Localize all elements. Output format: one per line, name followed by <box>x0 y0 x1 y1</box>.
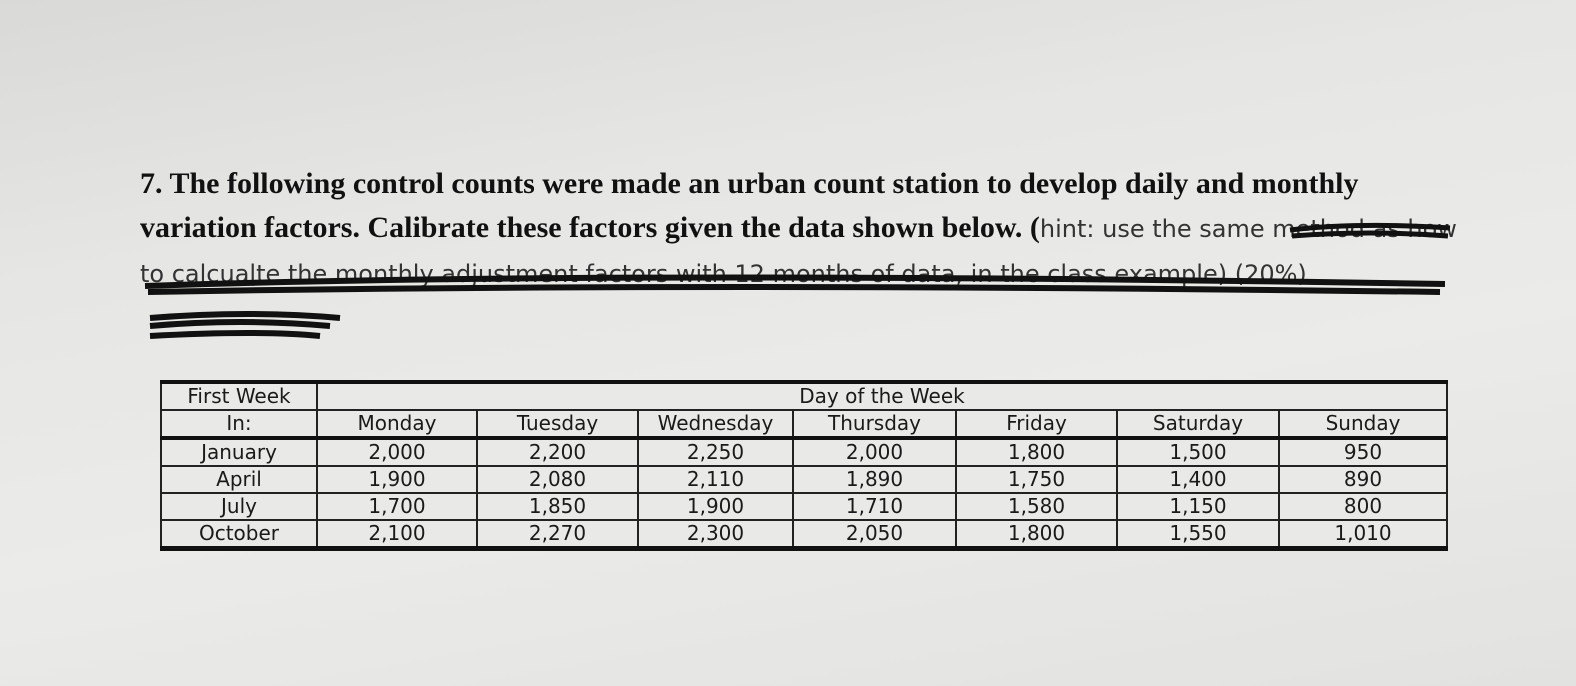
cell: 1,750 <box>955 465 1118 494</box>
cell: 2,200 <box>476 437 639 467</box>
cell: 1,800 <box>955 437 1118 467</box>
question-number: 7. <box>140 167 163 200</box>
cell: 2,100 <box>316 519 478 551</box>
cell: 1,890 <box>792 465 957 494</box>
cell: 2,000 <box>316 437 478 467</box>
cell: 890 <box>1278 465 1448 494</box>
corner-header: In: <box>160 409 318 440</box>
cell: 1,710 <box>792 492 957 521</box>
header-row: First Week Day of the Week <box>160 380 1448 411</box>
cell: 2,080 <box>476 465 639 494</box>
cell: 1,550 <box>1116 519 1280 551</box>
group-header: Day of the Week <box>316 380 1448 410</box>
cell: 1,700 <box>316 492 478 521</box>
cell: 1,500 <box>1116 437 1280 467</box>
question: 7. The following control counts were mad… <box>140 162 1460 296</box>
row-header: October <box>160 519 318 551</box>
column-header: Tuesday <box>476 409 639 440</box>
header-row: In: Monday Tuesday Wednesday Thursday Friday S… <box>160 409 1448 440</box>
cell: 1,150 <box>1116 492 1280 521</box>
row-header: April <box>160 465 318 494</box>
cell: 1,800 <box>955 519 1118 551</box>
cell: 1,580 <box>955 492 1118 521</box>
cell: 1,900 <box>637 492 794 521</box>
column-header: Friday <box>955 409 1118 440</box>
column-header: Sunday <box>1278 409 1448 440</box>
row-header: July <box>160 492 318 521</box>
data-row: April 1,900 2,080 2,110 1,890 1,750 1,400 890 <box>160 465 1448 494</box>
data-row: January 2,000 2,200 2,250 2,000 1,800 1,500 950 <box>160 437 1448 467</box>
column-header: Saturday <box>1116 409 1280 440</box>
cell: 2,270 <box>476 519 639 551</box>
question-text: The following control counts were made a… <box>140 167 1359 244</box>
cell: 1,900 <box>316 465 478 494</box>
data-table: First Week Day of the Week In: Monday Tuesda… <box>160 380 1448 551</box>
data-row: July 1,700 1,850 1,900 1,710 1,580 1,150 800 <box>160 492 1448 521</box>
cell: 1,400 <box>1116 465 1280 494</box>
column-header: Wednesday <box>637 409 794 440</box>
data-row: October 2,100 2,270 2,300 2,050 1,800 1,550 1,0… <box>160 519 1448 551</box>
cell: 800 <box>1278 492 1448 521</box>
cell: 2,000 <box>792 437 957 467</box>
cell: 2,050 <box>792 519 957 551</box>
cell: 1,850 <box>476 492 639 521</box>
corner-header: First Week <box>160 380 318 411</box>
cell: 1,010 <box>1278 519 1448 551</box>
column-header: Monday <box>316 409 478 440</box>
cell: 2,300 <box>637 519 794 551</box>
row-header: January <box>160 437 318 467</box>
cell: 950 <box>1278 437 1448 467</box>
column-header: Thursday <box>792 409 957 440</box>
cell: 2,250 <box>637 437 794 467</box>
cell: 2,110 <box>637 465 794 494</box>
struck-hint: hint: use the same method as how to calc… <box>140 215 1457 288</box>
